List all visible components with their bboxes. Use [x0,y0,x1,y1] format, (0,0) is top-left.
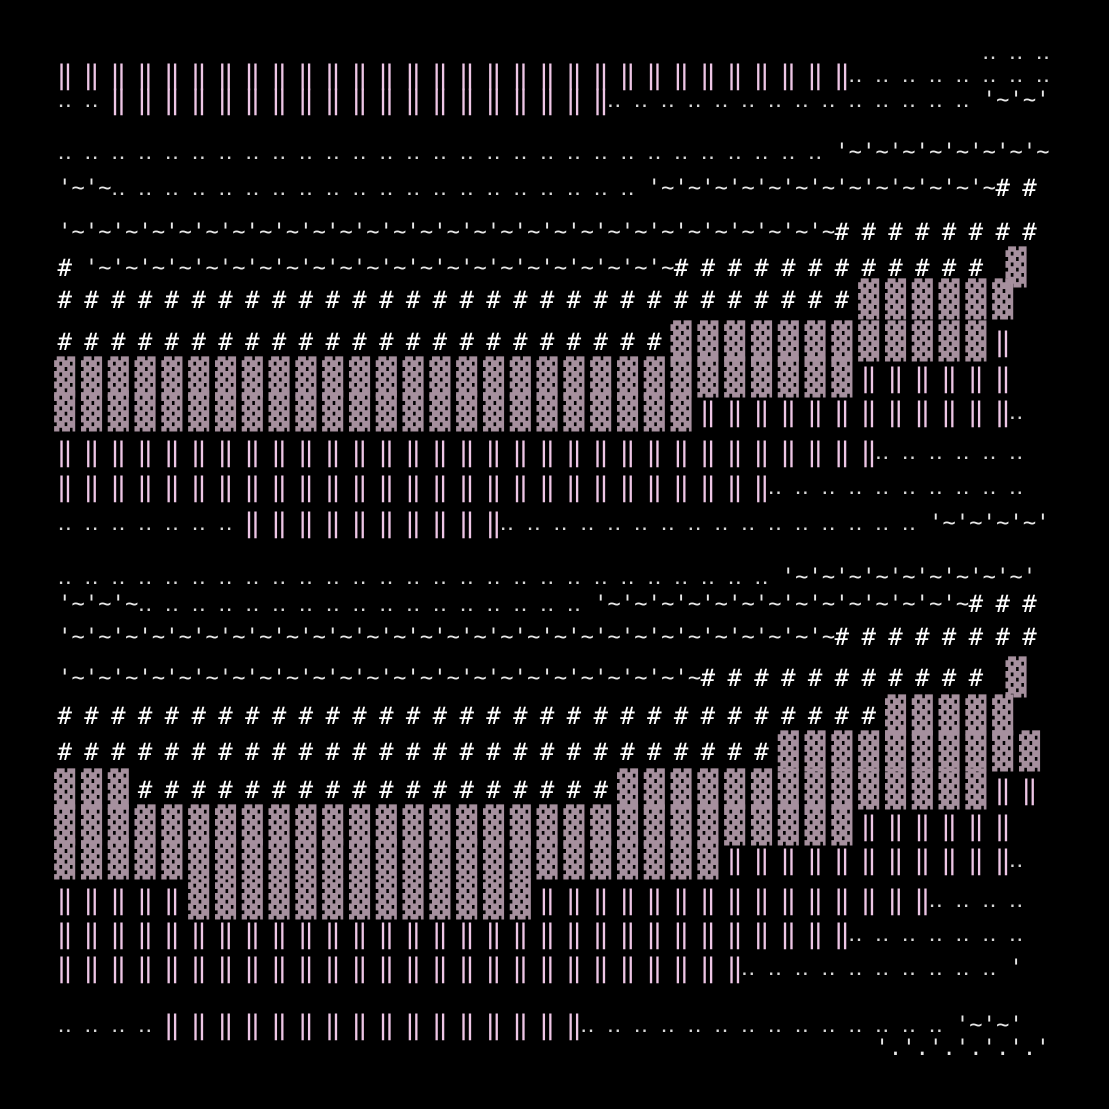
art-row: ‖ ‖ ‖ ‖ ‖ ‖ ‖ ‖ ‖ ‖ ‖ ‖ ‖ ‖ ‖ ‖ ‖ ‖ ‖ ‖ … [57,953,1023,984]
art-row: ▓ ▓ ▓ ▓ ▓ ▓ ▓ ▓ ▓ ▓ ▓ ▓ ▓ ▓ ▓ ▓ ▓ ▓ ▓ ▓ … [54,390,1023,432]
art-row: ‥ ‥ ‥ ‥ ‥ ‥ ‥ ‥ ‥ ‥ ‥ ‥ ‥ ‥ ‥ ‥ ‥ ‥ ‥ ‥ … [57,565,1036,590]
art-row: ▓ ▓ ▓ ▓ ▓ ▓ ▓ ▓ ▓ ▓ ▓ ▓ ▓ ▓ ▓ ▓ ▓ ▓ ▓ ▓ … [54,838,1023,880]
art-row: ‖ ‖ ‖ ‖ ‖ ‖ ‖ ‖ ‖ ‖ ‖ ‖ ‖ ‖ ‖ ‖ ‖ ‖ ‖ ‖ … [57,60,1051,91]
art-row: # '~'~'~'~'~'~'~'~'~'~'~'~'~'~'~'~'~'~'~… [57,246,1027,288]
art-row: ▓ ▓ ▓ ▓ ▓ ▓ ▓ ▓ ▓ ▓ ▓ ▓ ▓ ▓ ▓ ▓ ▓ ▓ ▓ ▓ … [54,356,1011,398]
art-row: ‥ ‥ ‖ ‖ ‖ ‖ ‖ ‖ ‖ ‖ ‖ ‖ ‖ ‖ ‖ ‖ ‖ ‖ ‖ ‖ … [57,85,1049,116]
art-row: # # # # # # # # # # # # # # # # # # # # … [57,730,1040,772]
art-row: '~'~'~'~'~'~'~'~'~'~'~'~'~'~'~'~'~'~'~'~… [58,656,1027,698]
art-row: ▓ ▓ ▓ ▓ ▓ ▓ ▓ ▓ ▓ ▓ ▓ ▓ ▓ ▓ ▓ ▓ ▓ ▓ ▓ ▓ … [54,804,1011,846]
art-row: '~'~'~'~'~'~'~'~'~'~'~'~'~'~'~'~'~'~'~'~… [58,623,1037,651]
art-row: '~'~‥ ‥ ‥ ‥ ‥ ‥ ‥ ‥ ‥ ‥ ‥ ‥ ‥ ‥ ‥ ‥ ‥ ‥ … [58,174,1037,202]
art-row: ‥ ‥ ‥ ‥ ‥ ‥ ‥ ‖ ‖ ‖ ‖ ‖ ‖ ‖ ‖ ‖ ‖‥ ‥ ‥ ‥… [57,508,1049,539]
art-row: # # # # # # # # # # # # # # # # # # # # … [57,694,1014,736]
art-row: ‖ ‖ ‖ ‖ ‖ ▓ ▓ ▓ ▓ ▓ ▓ ▓ ▓ ▓ ▓ ▓ ▓ ▓ ‖ ‖ … [57,878,1024,920]
art-row: ‖ ‖ ‖ ‖ ‖ ‖ ‖ ‖ ‖ ‖ ‖ ‖ ‖ ‖ ‖ ‖ ‖ ‖ ‖ ‖ … [57,472,1024,503]
art-row: '~'~'~'~'~'~'~'~'~'~'~'~'~'~'~'~'~'~'~'~… [58,218,1037,246]
art-row: ‥ ‥ ‥ ‥ ‖ ‖ ‖ ‖ ‖ ‖ ‖ ‖ ‖ ‖ ‖ ‖ ‖ ‖ ‖ ‖‥… [57,1010,1022,1041]
art-row: # # # # # # # # # # # # # # # # # # # # … [57,278,1014,320]
art-row: '~'~'~‥ ‥ ‥ ‥ ‥ ‥ ‥ ‥ ‥ ‥ ‥ ‥ ‥ ‥ ‥ ‥ ‥ … [58,590,1037,618]
art-row: ‖ ‖ ‖ ‖ ‖ ‖ ‖ ‖ ‖ ‖ ‖ ‖ ‖ ‖ ‖ ‖ ‖ ‖ ‖ ‖ … [57,437,1024,468]
art-row: ‥ ‥ ‥ [58,40,1050,65]
art-row: ‥ ‥ ‥ ‥ ‥ ‥ ‥ ‥ ‥ ‥ ‥ ‥ ‥ ‥ ‥ ‥ ‥ ‥ ‥ ‥ … [57,140,1049,165]
art-row: ‖ ‖ ‖ ‖ ‖ ‖ ‖ ‖ ‖ ‖ ‖ ‖ ‖ ‖ ‖ ‖ ‖ ‖ ‖ ‖ … [57,919,1024,950]
art-row: ▓ ▓ ▓ # # # # # # # # # # # # # # # # # … [54,768,1037,810]
art-row: # # # # # # # # # # # # # # # # # # # # … [57,320,1010,362]
art-row: '.'.'.'.'.'.' [58,1036,1049,1061]
